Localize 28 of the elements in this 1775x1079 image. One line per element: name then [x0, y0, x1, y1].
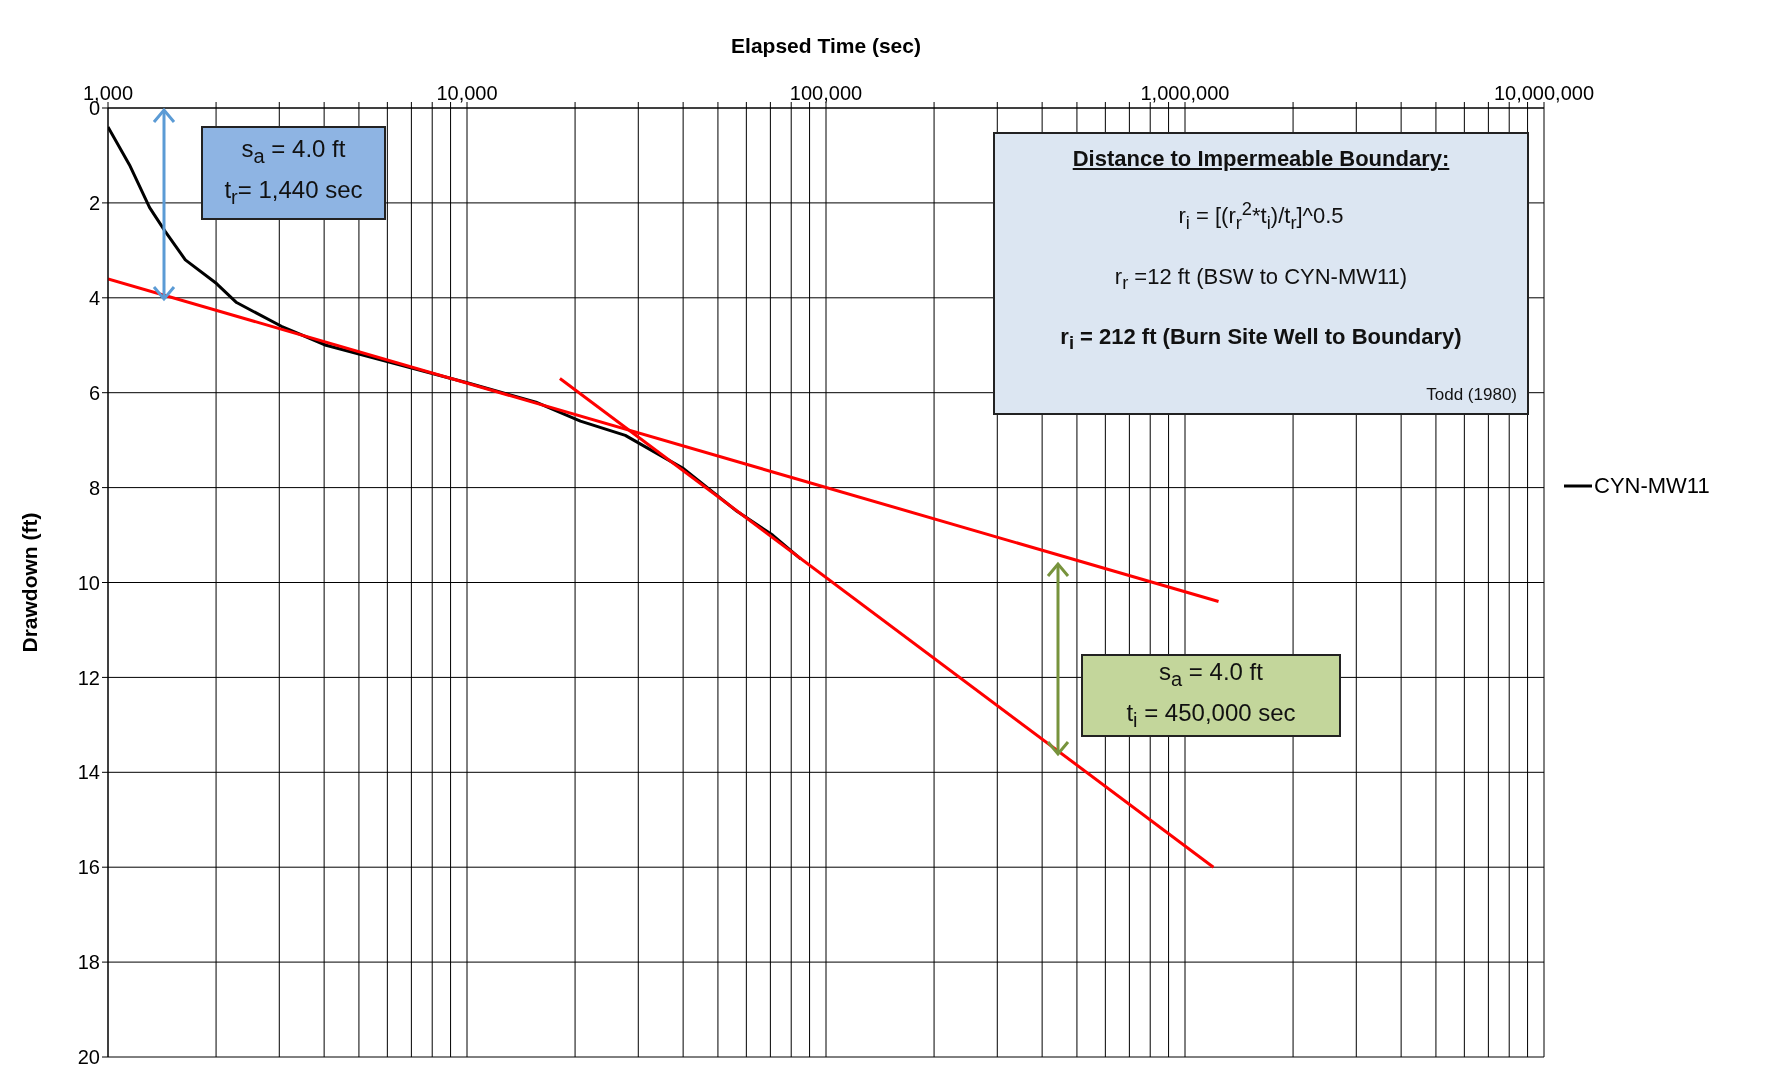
- x-tick-label: 10,000: [436, 82, 498, 104]
- annotation: s$_{a}$ = 4.0 ft: [1159, 656, 1263, 692]
- y-tick-label: 14: [77, 761, 100, 784]
- text: r$_{i}$ = [(r$_{r}$$^{2}$*t$_{i}$)/t$_{r}$]^0.5: [1178, 198, 1344, 233]
- annotation: Distance to Impermeable Boundary:: [1071, 146, 1451, 172]
- annotation: Todd (1980): [1425, 384, 1517, 405]
- callout-box: s$_{a}$ = 4.0 ft t$_{i}$ = 450,000 sec: [1081, 654, 1341, 737]
- y-tick-label: 8: [88, 476, 100, 499]
- y-tick-label: 20: [77, 1046, 100, 1069]
- annotation: t$_{r}$= 1,440 sec: [224, 175, 363, 210]
- y-tick-label: 12: [77, 666, 100, 689]
- legend-label: CYN-MW11: [1594, 472, 1710, 499]
- callout-box: s$_{a}$ = 4.0 ft t$_{r}$= 1,440 sec: [201, 126, 386, 220]
- x-tick-label: 1,000,000: [1140, 82, 1230, 104]
- x-axis-title: Elapsed Time (sec): [731, 33, 921, 57]
- y-tick-label: 4: [88, 286, 100, 309]
- x-tick-label: 10,000,000: [1493, 82, 1595, 104]
- y-tick-label: 6: [88, 381, 100, 404]
- annotation: t$_{i}$ = 450,000 sec: [1126, 697, 1296, 733]
- y-tick-label: 2: [88, 192, 100, 214]
- annotation: r$_{r}$ =12 ft (BSW to CYN-MW11): [1113, 263, 1409, 295]
- x-tick-label: 100,000: [789, 82, 863, 104]
- annotation: s$_{a}$ = 4.0 ft: [241, 134, 346, 169]
- y-tick-label: 18: [77, 951, 100, 974]
- y-tick-label: 16: [77, 856, 100, 879]
- annotation: r$_{i}$ = 212 ft (Burn Site Well to Boundary): [1059, 324, 1463, 355]
- y-axis-title: Drawdown (ft): [18, 512, 42, 653]
- y-tick-label: 10: [77, 571, 100, 594]
